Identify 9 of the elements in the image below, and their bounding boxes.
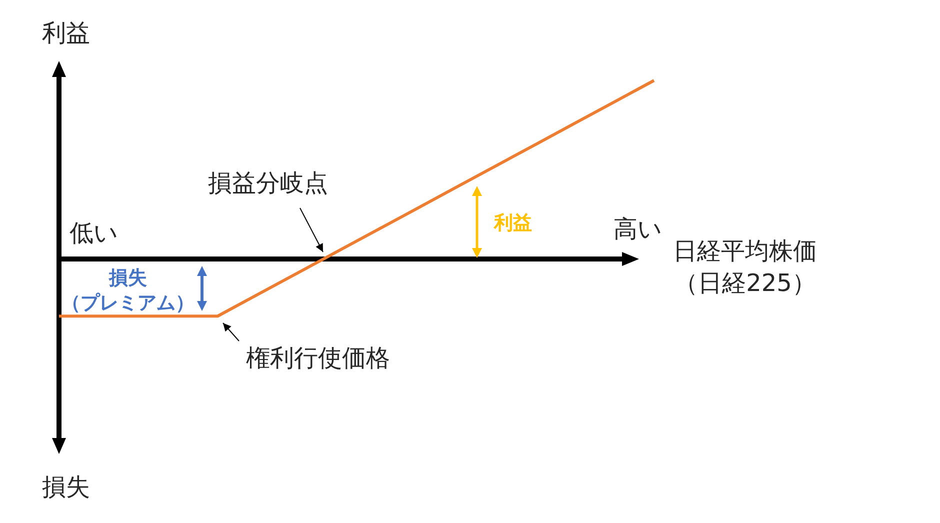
xlabel-line1: （日経225）	[674, 269, 816, 297]
annotation: 損益分岐点	[208, 169, 328, 197]
annotation: 権利行使価格	[246, 344, 390, 372]
xlabel-line0: 日経平均株価	[673, 237, 817, 265]
annotation: 損失	[42, 473, 90, 501]
ylabel: 利益	[42, 19, 90, 47]
annotation: 高い	[614, 215, 662, 243]
annotation: 利益	[494, 212, 532, 234]
annotation: 低い	[70, 219, 118, 247]
